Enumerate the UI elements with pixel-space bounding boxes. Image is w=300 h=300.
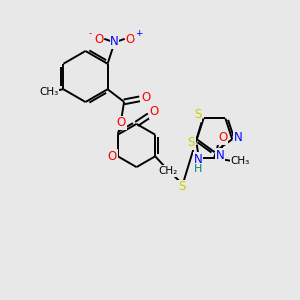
Text: CH₂: CH₂: [159, 166, 178, 176]
Text: -: -: [89, 29, 92, 38]
Text: O: O: [125, 33, 135, 46]
Text: O: O: [150, 105, 159, 119]
Text: N: N: [215, 148, 224, 162]
Text: O: O: [218, 131, 227, 144]
Text: N: N: [234, 131, 243, 144]
Text: N: N: [194, 153, 203, 166]
Text: O: O: [117, 116, 126, 129]
Text: H: H: [194, 164, 202, 174]
Text: CH₃: CH₃: [40, 87, 59, 97]
Text: O: O: [108, 150, 117, 163]
Text: S: S: [178, 180, 185, 193]
Text: CH₃: CH₃: [231, 156, 250, 166]
Text: O: O: [94, 33, 104, 46]
Text: O: O: [141, 91, 150, 104]
Text: +: +: [135, 29, 142, 38]
Text: S: S: [188, 136, 195, 149]
Text: N: N: [110, 35, 119, 48]
Text: S: S: [194, 108, 202, 122]
